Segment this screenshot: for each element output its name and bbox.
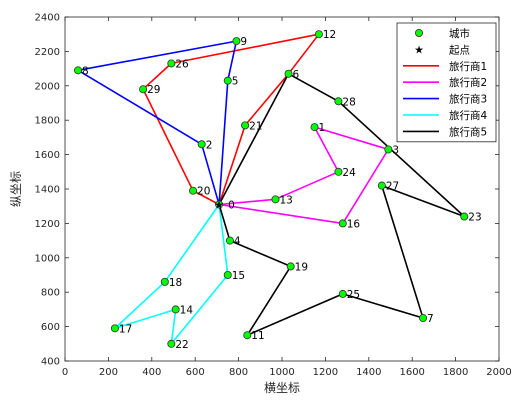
city-label-25: 25 <box>347 289 360 301</box>
route-line-1 <box>142 33 320 206</box>
city-marker-18 <box>160 277 169 286</box>
city-marker-15 <box>223 270 232 279</box>
city-marker-12 <box>314 30 323 39</box>
x-tick-label: 800 <box>229 367 248 378</box>
city-marker-6 <box>284 69 293 78</box>
x-tick-label: 0 <box>62 367 68 378</box>
y-axis-label: 纵坐标 <box>9 171 23 207</box>
y-tick-label: 1200 <box>35 219 60 230</box>
city-label-19: 19 <box>295 261 308 273</box>
city-label-13: 13 <box>279 194 292 206</box>
y-tick-label: 2000 <box>35 81 60 92</box>
y-tick-label: 1000 <box>35 253 60 264</box>
x-tick-label: 2000 <box>486 367 511 378</box>
y-tick-label: 1800 <box>35 116 60 127</box>
y-tick-label: 2400 <box>35 13 60 24</box>
city-marker-1 <box>310 123 319 132</box>
city-marker-26 <box>167 59 176 68</box>
city-labels: 12 34567891112131415161718192021222324252… <box>82 29 482 351</box>
city-label-0: 0 <box>228 199 235 211</box>
city-marker-24 <box>334 167 343 176</box>
city-label-24: 24 <box>342 167 356 179</box>
city-label-29: 29 <box>147 84 160 96</box>
city-label-18: 18 <box>169 277 182 289</box>
city-label-21: 21 <box>249 120 262 132</box>
legend-label-2: 旅行商2 <box>449 76 487 89</box>
y-tick-label: 800 <box>41 288 60 299</box>
legend-label-4: 旅行商4 <box>449 109 487 122</box>
city-label-12: 12 <box>323 29 336 41</box>
x-tick-label: 1400 <box>356 367 381 378</box>
x-tick-label: 1200 <box>313 367 338 378</box>
legend-label-1: 旅行商1 <box>449 60 487 73</box>
city-label-20: 20 <box>197 186 210 198</box>
city-marker-4 <box>225 236 234 245</box>
city-marker-5 <box>223 76 232 85</box>
city-marker-3 <box>384 145 393 154</box>
x-tick-label: 1000 <box>269 367 294 378</box>
legend-star-icon: ★ <box>414 43 424 56</box>
city-label-3: 3 <box>392 144 399 156</box>
city-label-9: 9 <box>240 36 247 48</box>
city-marker-27 <box>377 181 386 190</box>
city-label-1: 1 <box>319 122 326 134</box>
city-label-23: 23 <box>468 212 481 224</box>
city-marker-16 <box>338 219 347 228</box>
city-marker-9 <box>232 37 241 46</box>
city-label-26: 26 <box>175 58 189 70</box>
city-marker-11 <box>243 331 252 340</box>
city-label-5: 5 <box>232 76 239 88</box>
y-tick-label: 600 <box>41 322 60 333</box>
city-marker-22 <box>167 339 176 348</box>
y-tick-label: 2200 <box>35 47 60 58</box>
city-marker-8 <box>74 66 83 75</box>
city-marker-14 <box>171 305 180 314</box>
x-tick-label: 600 <box>186 367 205 378</box>
x-axis-label: 横坐标 <box>264 381 300 395</box>
city-marker-25 <box>338 289 347 298</box>
city-label-16: 16 <box>347 218 361 230</box>
city-marker-13 <box>271 195 280 204</box>
legend-label-5: 旅行商5 <box>449 125 487 138</box>
city-label-22: 22 <box>175 339 188 351</box>
city-marker-28 <box>334 97 343 106</box>
city-label-27: 27 <box>386 181 399 193</box>
x-tick-label: 1600 <box>399 367 424 378</box>
legend-depot-label: 起点 <box>449 44 470 56</box>
city-marker-21 <box>241 121 250 130</box>
city-label-2: 2 <box>206 139 213 151</box>
city-label-17: 17 <box>119 323 132 335</box>
y-tick-label: 1600 <box>35 150 60 161</box>
city-marker-29 <box>139 85 148 94</box>
city-marker-7 <box>419 313 428 322</box>
city-marker-17 <box>110 324 119 333</box>
x-tick-label: 1800 <box>443 367 468 378</box>
city-markers: ★ <box>74 30 469 348</box>
city-label-11: 11 <box>251 330 264 342</box>
city-label-28: 28 <box>342 96 355 108</box>
legend-city-label: 城市 <box>449 27 470 40</box>
city-label-15: 15 <box>232 270 245 282</box>
city-label-6: 6 <box>293 69 300 81</box>
depot-marker <box>215 200 224 209</box>
city-label-7: 7 <box>427 313 434 325</box>
city-marker-19 <box>286 262 295 271</box>
x-tick-label: 200 <box>99 367 118 378</box>
x-tick-label: 400 <box>142 367 161 378</box>
city-label-4: 4 <box>234 236 241 248</box>
city-label-8: 8 <box>82 65 89 77</box>
y-tick-label: 400 <box>41 357 60 368</box>
legend-city-marker <box>414 28 423 37</box>
route-line-3 <box>77 40 238 205</box>
legend-label-3: 旅行商3 <box>449 93 487 106</box>
city-marker-20 <box>189 186 198 195</box>
city-marker-23 <box>460 212 469 221</box>
city-label-14: 14 <box>180 304 194 316</box>
y-tick-label: 1400 <box>35 185 60 196</box>
depot-star-icon: ★ <box>214 198 224 211</box>
city-marker-2 <box>197 140 206 149</box>
